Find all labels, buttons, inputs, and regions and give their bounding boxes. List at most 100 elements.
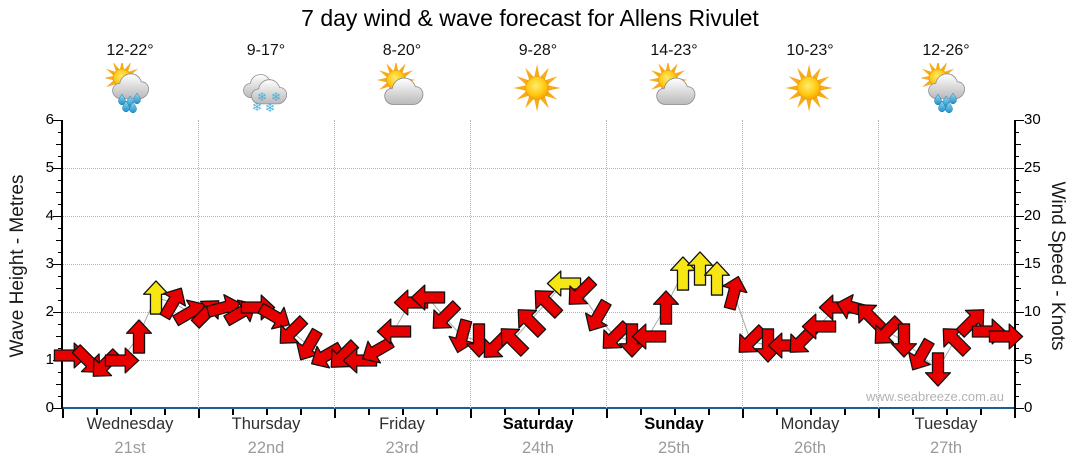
day-date-label: 25th: [657, 439, 691, 457]
x-axis-tick: [62, 409, 64, 418]
wind-arrow-red: [104, 346, 139, 374]
wind-arrow-red: [269, 309, 314, 354]
wind-arrow-red: [410, 284, 445, 312]
right-axis-tick: [1015, 228, 1020, 230]
page-title: 7 day wind & wave forecast for Allens Ri…: [301, 5, 759, 31]
x-axis-tick: [640, 409, 642, 415]
weather-icon-sun-cloud-rain: [62, 59, 198, 114]
day-temp-range: 12-22°: [106, 42, 154, 59]
x-axis-tick: [470, 409, 472, 418]
left-axis-tick: [57, 396, 61, 398]
right-axis-tick: [1015, 372, 1020, 374]
day-temp-range: 12-26°: [922, 42, 970, 59]
left-axis-tick: [55, 192, 61, 194]
left-axis-tick: [57, 276, 61, 278]
svg-text:❄: ❄: [257, 90, 267, 104]
day-name-label: Tuesday: [914, 415, 978, 433]
weather-icon-sun-cloud: [334, 60, 470, 113]
day-name-label: Thursday: [231, 415, 301, 433]
day-date-label: 21st: [114, 439, 146, 457]
x-axis-tick: [164, 409, 166, 415]
wind-arrow-yellow: [703, 261, 731, 296]
wind-arrow-red: [864, 309, 909, 354]
x-axis-tick: [504, 409, 506, 415]
wind-arrow-red: [125, 318, 153, 354]
x-axis-tick: [198, 409, 200, 418]
forecast-day: 12-22°: [62, 42, 198, 114]
left-axis-tick: [55, 240, 61, 242]
right-axis-tick: [1015, 324, 1020, 326]
x-axis-tick: [1014, 409, 1016, 418]
svg-text:❄: ❄: [252, 100, 262, 113]
day-name-label: Saturday: [502, 415, 574, 433]
weather-icon-cloud-snow: ❄ ❄ ❄ ❄: [198, 63, 334, 115]
left-tick-label: 3: [45, 255, 54, 272]
forecast-day: 9-17° ❄ ❄ ❄ ❄: [198, 42, 334, 115]
x-axis-tick: [810, 409, 812, 415]
x-axis-tick: [708, 409, 710, 415]
left-axis-tick: [53, 216, 61, 218]
right-axis-tick: [1015, 168, 1024, 170]
right-axis-tick: [1015, 216, 1024, 218]
wind-arrow-red: [890, 323, 918, 359]
x-axis-tick: [232, 409, 234, 415]
right-tick-label: 20: [1024, 207, 1041, 224]
left-axis-tick: [57, 300, 61, 302]
wind-arrow-red: [524, 280, 569, 325]
left-axis-tick: [55, 336, 61, 338]
day-boundary-gridline: [198, 120, 199, 408]
day-date-label: 26th: [793, 439, 827, 457]
left-axis-tick: [57, 180, 61, 182]
right-axis-line: [1014, 120, 1016, 409]
x-axis-tick: [844, 409, 846, 415]
watermark: www.seabreeze.com.au: [865, 389, 1004, 404]
left-axis-tick: [55, 384, 61, 386]
weather-icon-sun-cloud-rain: [878, 59, 1014, 114]
right-axis-tick: [1015, 384, 1022, 386]
right-axis-tick: [1015, 156, 1020, 158]
wind-arrow-red: [631, 322, 666, 350]
forecast-day: 14-23°: [606, 42, 742, 113]
svg-text:❄: ❄: [265, 101, 275, 113]
day-temp-range: 14-23°: [650, 42, 698, 59]
left-tick-label: 4: [45, 207, 54, 224]
wind-arrow-red: [558, 271, 603, 316]
right-axis-tick: [1015, 240, 1022, 242]
left-axis-tick: [53, 408, 61, 410]
wind-arrow-red: [988, 322, 1023, 350]
left-axis-tick: [53, 120, 61, 122]
left-axis-tick: [53, 312, 61, 314]
forecast-day: 9-28°: [470, 42, 606, 113]
x-axis-tick: [878, 409, 880, 418]
right-tick-label: 25: [1024, 159, 1041, 176]
wind-arrow-red: [65, 338, 110, 383]
right-axis-tick: [1015, 264, 1024, 266]
wind-trend-connector-line: [70, 268, 1006, 371]
right-axis-tick: [1015, 276, 1020, 278]
left-tick-label: 6: [45, 111, 54, 128]
x-axis-tick: [436, 409, 438, 415]
weather-icon-sun-cloud: [606, 60, 742, 113]
wind-arrow-red: [422, 295, 467, 340]
right-axis-tick: [1015, 180, 1020, 182]
x-axis-tick: [538, 409, 540, 415]
right-tick-label: 30: [1024, 111, 1041, 128]
right-axis-tick: [1015, 396, 1020, 398]
right-axis-tick: [1015, 312, 1024, 314]
right-axis-tick: [1015, 408, 1024, 410]
day-date-label: 22nd: [247, 439, 285, 457]
wind-arrow-red: [252, 296, 296, 338]
day-boundary-gridline: [470, 120, 471, 408]
x-axis-tick: [980, 409, 982, 415]
wind-arrow-red: [152, 280, 194, 324]
x-axis-tick: [130, 409, 132, 415]
left-tick-label: 0: [45, 399, 54, 416]
day-name-label: Friday: [379, 415, 425, 433]
left-axis-line: [61, 120, 63, 409]
day-boundary-gridline: [878, 120, 879, 408]
wind-arrow-yellow: [686, 251, 714, 287]
x-axis-line: [62, 407, 1015, 409]
x-axis-tick: [674, 409, 676, 415]
day-date-label: 24th: [521, 439, 555, 457]
